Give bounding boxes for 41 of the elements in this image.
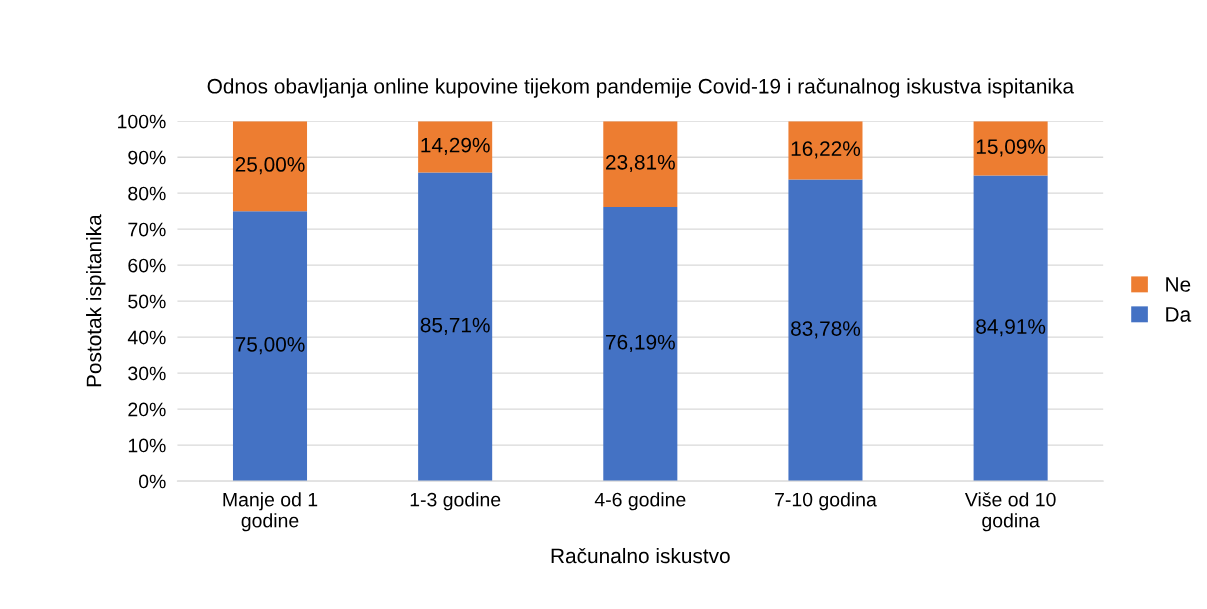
- x-axis-title: Računalno iskustvo: [551, 547, 730, 564]
- y-tick-label: 40%: [127, 330, 166, 345]
- x-tick-label: 1-3 godine: [410, 492, 501, 511]
- bar: [603, 206, 678, 482]
- x-tick-label: 4-6 godine: [594, 492, 686, 511]
- bar: [788, 179, 863, 482]
- data-label: 23,81%: [606, 154, 675, 173]
- bar: [973, 121, 1048, 176]
- legend-label: Ne: [1166, 277, 1191, 292]
- bar: [418, 172, 493, 482]
- y-axis-title: Postotak ispitanika: [86, 214, 106, 387]
- bar: [973, 175, 1048, 482]
- y-tick-label: 30%: [128, 366, 166, 381]
- bar: [788, 121, 863, 180]
- data-label: 83,78%: [791, 321, 861, 339]
- y-tick-label: 80%: [128, 186, 166, 201]
- y-tick-label: 20%: [128, 402, 166, 417]
- bar: [232, 211, 308, 482]
- legend-label: Da: [1166, 307, 1192, 322]
- y-tick-label: 10%: [128, 438, 166, 453]
- x-tick-label: 7-10 godina: [775, 492, 877, 511]
- y-tick-label: 0%: [138, 474, 166, 489]
- y-tick-label: 90%: [128, 150, 166, 165]
- y-tick-label: 100%: [118, 114, 166, 129]
- data-label: 14,29%: [421, 137, 490, 155]
- data-label: 76,19%: [606, 334, 675, 353]
- y-tick-label: 70%: [128, 222, 166, 237]
- data-label: 75,00%: [235, 336, 305, 355]
- data-label: 15,09%: [976, 139, 1046, 157]
- data-label: 16,22%: [791, 141, 861, 159]
- y-tick-label: 50%: [128, 294, 166, 309]
- data-label: 84,91%: [976, 319, 1046, 337]
- bar: [603, 121, 678, 207]
- bar: [418, 121, 493, 173]
- bar: [232, 121, 308, 212]
- y-tick-label: 60%: [128, 258, 166, 273]
- data-label: 85,71%: [420, 317, 490, 335]
- x-tick-label: Manje od 1 godine: [223, 492, 318, 532]
- data-label: 25,00%: [235, 157, 305, 175]
- chart-title: Odnos obavljanja online kupovine tijekom pandemije Covid-19 i računalnog iskustva ispitanika: [207, 78, 1075, 98]
- x-tick-label: Više od 10 godina: [964, 492, 1056, 532]
